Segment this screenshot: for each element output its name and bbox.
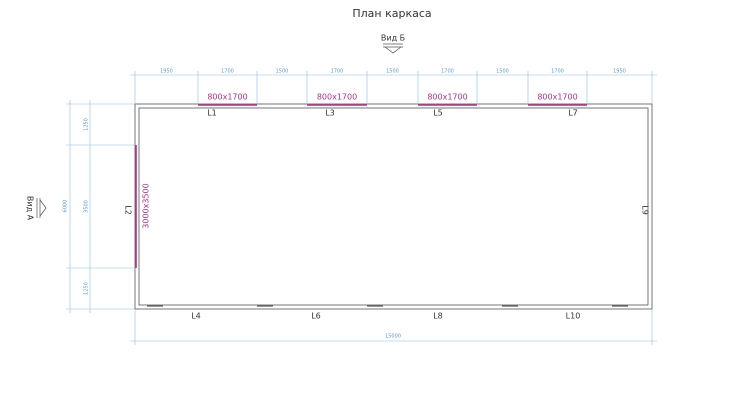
window-label: 800x1700 bbox=[427, 93, 467, 102]
dim-total: 6000 bbox=[63, 200, 69, 213]
door-label: 3000x3500 bbox=[142, 183, 151, 228]
view-b-arrow bbox=[383, 43, 403, 54]
dim-value: 1700 bbox=[331, 69, 344, 75]
window-label: 800x1700 bbox=[317, 93, 357, 102]
wall-label: L10 bbox=[566, 312, 581, 321]
dim-value: 1250 bbox=[84, 282, 90, 295]
title: План каркаса bbox=[352, 7, 431, 20]
view-b-label: Вид Б bbox=[381, 34, 405, 43]
window-label: 800x1700 bbox=[207, 93, 247, 102]
wall-label: L3 bbox=[325, 109, 335, 118]
wall-label: L8 bbox=[433, 312, 443, 321]
walls bbox=[134, 103, 653, 310]
dim-value: 1950 bbox=[613, 69, 626, 75]
view-a-arrow bbox=[36, 198, 47, 218]
wall-label: L5 bbox=[433, 109, 443, 118]
dim-value: 1700 bbox=[221, 69, 234, 75]
dim-value: 1500 bbox=[386, 69, 399, 75]
dim-value: 1500 bbox=[496, 69, 509, 75]
wall-label: L4 bbox=[191, 312, 201, 321]
dim-value: 1950 bbox=[160, 69, 173, 75]
wall-label: L6 bbox=[311, 312, 321, 321]
dim-value: 1250 bbox=[84, 118, 90, 131]
dim-value: 1700 bbox=[551, 69, 564, 75]
dim-value: 3500 bbox=[84, 200, 90, 213]
dim-total: 15000 bbox=[385, 334, 401, 340]
window-label: 800x1700 bbox=[537, 93, 577, 102]
view-a-label: Вид А bbox=[26, 196, 35, 221]
wall-label: L9 bbox=[641, 205, 650, 215]
dim-value: 1500 bbox=[276, 69, 289, 75]
dim-value: 1700 bbox=[441, 69, 454, 75]
wall-label: L1 bbox=[207, 109, 217, 118]
wall-label: L7 bbox=[568, 109, 578, 118]
wall-label: L2 bbox=[124, 205, 133, 215]
